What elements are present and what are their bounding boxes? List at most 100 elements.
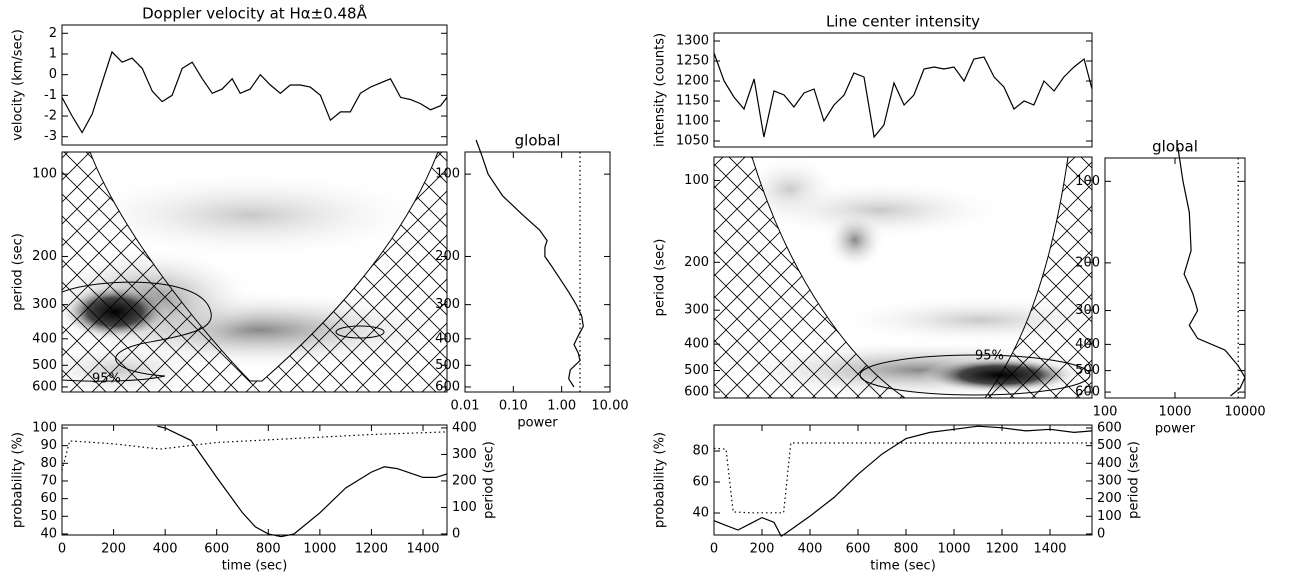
x-tick-label: 400 bbox=[153, 542, 178, 557]
x-tick-label: 0 bbox=[710, 542, 718, 557]
y-tick-label: 40 bbox=[40, 526, 57, 541]
y2-tick-label: 200 bbox=[1097, 491, 1122, 506]
series-line bbox=[713, 52, 1093, 139]
y-tick-label: 300 bbox=[1075, 303, 1100, 318]
y2-axis-label: period (sec) bbox=[1127, 441, 1142, 519]
y-tick-label: 400 bbox=[684, 337, 709, 352]
y-tick-label: -2 bbox=[44, 109, 57, 124]
y2-tick-label: 400 bbox=[1097, 456, 1122, 471]
x-tick-label: 10000 bbox=[1224, 405, 1265, 420]
y2-tick-label: 200 bbox=[452, 473, 477, 488]
y-tick-label: -3 bbox=[44, 129, 57, 144]
y-tick-label: 200 bbox=[1075, 255, 1100, 270]
y-tick-label: 70 bbox=[40, 473, 57, 488]
y2-tick-label: 300 bbox=[452, 447, 477, 462]
y-tick-label: 1050 bbox=[676, 134, 709, 149]
contour-label: 95% bbox=[92, 372, 121, 387]
y-tick-label: -1 bbox=[44, 88, 57, 103]
y-tick-label: 500 bbox=[684, 363, 709, 378]
y-axis-label: period (sec) bbox=[653, 239, 668, 317]
y-tick-label: 600 bbox=[684, 385, 709, 400]
plot-frame bbox=[713, 156, 1093, 399]
x-axis-label: time (sec) bbox=[870, 559, 936, 574]
y-tick-label: 1300 bbox=[676, 34, 709, 49]
y-tick-label: 1100 bbox=[676, 114, 709, 129]
y-tick-label: 600 bbox=[435, 379, 460, 394]
panel-title: global bbox=[515, 132, 561, 150]
x-tick-label: 1000 bbox=[303, 542, 336, 557]
y-tick-label: 100 bbox=[32, 167, 57, 182]
x-tick-label: 0.01 bbox=[451, 399, 480, 414]
y-tick-label: 100 bbox=[684, 173, 709, 188]
plot-frame bbox=[61, 424, 448, 536]
x-tick-label: 600 bbox=[204, 542, 229, 557]
y-tick-label: 80 bbox=[692, 444, 709, 459]
x-tick-label: 800 bbox=[894, 542, 919, 557]
panel-title: Line center intensity bbox=[826, 13, 980, 31]
y2-tick-label: 0 bbox=[452, 526, 460, 541]
x-axis-label: power bbox=[1155, 422, 1196, 437]
y-tick-label: 90 bbox=[40, 438, 57, 453]
y-tick-label: 1150 bbox=[676, 94, 709, 109]
y-tick-label: 100 bbox=[32, 421, 57, 436]
y2-tick-label: 600 bbox=[1097, 421, 1122, 436]
y-tick-label: 300 bbox=[435, 297, 460, 312]
y-tick-label: 200 bbox=[435, 249, 460, 264]
x-tick-label: 1200 bbox=[355, 542, 388, 557]
series-line bbox=[713, 442, 1092, 514]
y-tick-label: 1200 bbox=[676, 74, 709, 89]
y-tick-label: 600 bbox=[32, 379, 57, 394]
x-tick-label: 1000 bbox=[937, 542, 970, 557]
plot-frame bbox=[713, 32, 1093, 148]
series-line bbox=[475, 139, 584, 388]
y-axis-label: period (sec) bbox=[11, 233, 26, 311]
y-tick-label: 200 bbox=[32, 249, 57, 264]
x-tick-label: 200 bbox=[101, 542, 126, 557]
panel-title: global bbox=[1152, 138, 1198, 156]
y-tick-label: 200 bbox=[684, 255, 709, 270]
y-tick-label: 400 bbox=[32, 331, 57, 346]
wavelet-map bbox=[62, 152, 447, 392]
x-tick-label: 200 bbox=[750, 542, 775, 557]
y2-axis-label: period (sec) bbox=[482, 441, 497, 519]
y-tick-label: 40 bbox=[692, 506, 709, 521]
y-tick-label: 500 bbox=[435, 358, 460, 373]
wavelet-map bbox=[714, 157, 1092, 398]
y2-tick-label: 100 bbox=[1097, 509, 1122, 524]
y-tick-label: 400 bbox=[435, 331, 460, 346]
contour-label: 95% bbox=[975, 349, 1004, 364]
y-tick-label: 300 bbox=[32, 297, 57, 312]
plot-frame bbox=[464, 151, 611, 393]
x-tick-label: 10.00 bbox=[591, 399, 628, 414]
y2-tick-label: 0 bbox=[1097, 526, 1105, 541]
y2-tick-label: 100 bbox=[452, 500, 477, 515]
y-tick-label: 1250 bbox=[676, 54, 709, 69]
x-tick-label: 100 bbox=[1093, 405, 1118, 420]
y2-tick-label: 300 bbox=[1097, 473, 1122, 488]
y-tick-label: 500 bbox=[32, 358, 57, 373]
x-tick-label: 1400 bbox=[406, 542, 439, 557]
x-tick-label: 400 bbox=[798, 542, 823, 557]
x-tick-label: 1000 bbox=[1158, 405, 1191, 420]
y-tick-label: 80 bbox=[40, 456, 57, 471]
x-tick-label: 0 bbox=[58, 542, 66, 557]
y-tick-label: 600 bbox=[1075, 385, 1100, 400]
series-line bbox=[61, 431, 448, 471]
y-tick-label: 400 bbox=[1075, 337, 1100, 352]
plot-frame bbox=[713, 424, 1093, 536]
series-line bbox=[61, 50, 448, 134]
plot-frame bbox=[61, 151, 448, 393]
x-tick-label: 1.00 bbox=[547, 399, 576, 414]
y-tick-label: 60 bbox=[692, 475, 709, 490]
y-tick-label: 0 bbox=[49, 67, 57, 82]
x-axis-label: power bbox=[517, 416, 558, 431]
y2-tick-label: 500 bbox=[1097, 438, 1122, 453]
x-tick-label: 800 bbox=[256, 542, 281, 557]
series-line bbox=[1177, 147, 1246, 397]
y-axis-label: probability (%) bbox=[11, 432, 26, 528]
y-tick-label: 300 bbox=[684, 303, 709, 318]
y-tick-label: 60 bbox=[40, 491, 57, 506]
y-tick-label: 1 bbox=[49, 46, 57, 61]
y-axis-label: probability (%) bbox=[653, 432, 668, 528]
